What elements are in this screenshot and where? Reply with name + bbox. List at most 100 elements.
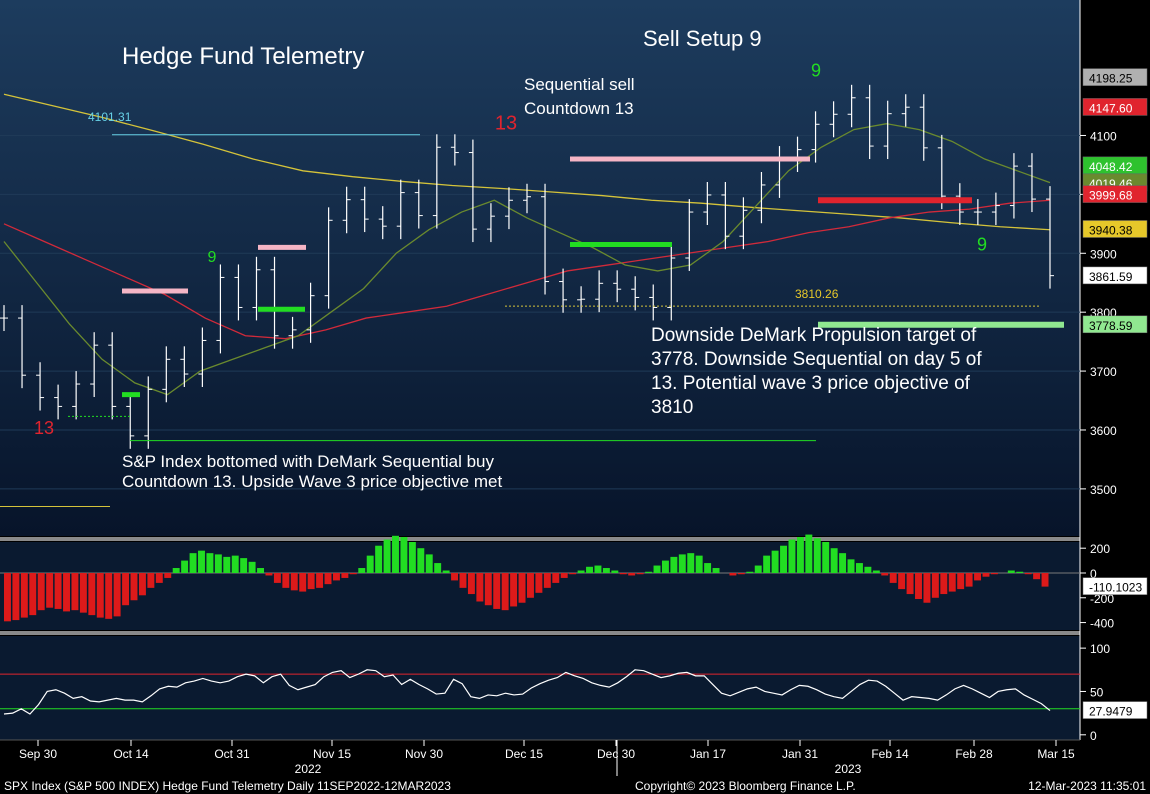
oscillator-bar: [248, 561, 256, 573]
oscillator-bar: [1007, 570, 1015, 573]
oscillator-bar: [493, 572, 501, 609]
oscillator-bar: [619, 572, 627, 575]
rsi-panel-bg: [0, 636, 1080, 740]
demark-count-13: 13: [34, 418, 54, 438]
rsi-label-box: [1082, 701, 1148, 719]
oscillator-axis-tick-label: -200: [1090, 592, 1114, 606]
oscillator-bar: [535, 572, 543, 593]
oscillator-bar: [1016, 571, 1024, 573]
oscillator-bar: [645, 571, 653, 573]
price-label-3861.59: 3861.59: [1089, 270, 1133, 284]
demark-count-9: 9: [811, 61, 821, 81]
oscillator-label-box: [1082, 577, 1148, 595]
oscillator-bar: [324, 572, 332, 585]
oscillator-bar: [653, 565, 661, 573]
oscillator-bar: [392, 535, 399, 573]
oscillator-bar: [611, 570, 619, 573]
oscillator-bar: [79, 572, 87, 613]
oscillator-bar: [915, 572, 922, 600]
oscillator-bar: [754, 565, 762, 573]
right-value-labels: 4198.254147.604048.424019.463999.683940.…: [1082, 68, 1148, 719]
annotation-downside-line2: 3778. Downside Sequential on day 5 of: [651, 349, 982, 370]
oscillator-bar: [434, 563, 442, 573]
demark-counts: 13 13 9 9 9: [34, 61, 987, 439]
oscillator-bar: [96, 572, 104, 618]
oscillator-bar: [957, 572, 965, 590]
oscillator-bar: [155, 572, 163, 583]
year-label-2023: 2023: [835, 762, 862, 776]
oscillator-bar: [408, 542, 416, 573]
oscillator-bar: [771, 550, 779, 573]
oscillator-bar: [864, 566, 872, 573]
oscillator-bar: [586, 566, 593, 573]
x-tick-label: Dec 30: [597, 747, 635, 761]
price-label-3940.38: 3940.38: [1089, 223, 1133, 237]
x-tick-label: Oct 14: [113, 747, 149, 761]
chart-subtitle: Sell Setup 9: [643, 26, 762, 51]
moving-average-line-3: [3, 123, 1051, 396]
oscillator-bar: [147, 572, 155, 588]
price-label-4147.60-box: [1082, 98, 1148, 116]
oscillator-label: -110.1023: [1089, 581, 1142, 595]
oscillator-bar: [670, 556, 678, 573]
oscillator-bar: [4, 572, 11, 622]
chart-title: Hedge Fund Telemetry: [122, 43, 364, 70]
oscillator-bar: [560, 572, 568, 578]
oscillator-bar: [46, 572, 54, 608]
level-label-3810: 3810.26: [795, 287, 839, 301]
oscillator-bar: [88, 572, 96, 616]
oscillator-bar: [451, 572, 459, 581]
annotation-downside-line1: Downside DeMark Propulsion target of: [651, 325, 977, 346]
annotation-downside-line4: 3810: [651, 397, 693, 418]
price-label-3999.68-box: [1082, 185, 1148, 203]
oscillator-bar: [105, 572, 113, 619]
year-label-2022: 2022: [295, 762, 322, 776]
oscillator-bar: [164, 572, 172, 578]
price-label-4198.25: 4198.25: [1089, 72, 1133, 86]
oscillator-bar: [569, 572, 577, 575]
demark-levels: [0, 134, 1064, 508]
price-label-4198.25-box: [1082, 68, 1148, 86]
oscillator-bar: [552, 572, 560, 583]
oscillator-bar: [594, 565, 602, 573]
oscillator-bar: [130, 572, 138, 601]
footer-center: Copyright© 2023 Bloomberg Finance L.P.: [635, 779, 856, 793]
oscillator-bar: [661, 560, 669, 573]
oscillator-bar: [695, 555, 703, 573]
oscillator-bar: [712, 568, 720, 573]
demark-count-9: 9: [977, 234, 987, 254]
oscillator-bar: [527, 572, 534, 598]
oscillator-bar: [780, 545, 787, 573]
oscillator-bar: [257, 568, 264, 573]
oscillator-bar: [830, 548, 838, 573]
oscillator-bar: [12, 572, 20, 621]
x-tick-label: Jan 31: [782, 747, 818, 761]
oscillator-bar: [223, 556, 231, 573]
oscillator-bar: [375, 545, 383, 573]
oscillator-bar: [788, 539, 796, 573]
oscillator-bar: [974, 572, 982, 581]
price-axis-tick-label: 3500: [1090, 483, 1117, 497]
price-axis-tick-label: 3700: [1090, 365, 1117, 379]
oscillator-bar: [231, 555, 239, 573]
oscillator-axis-tick-label: 0: [1090, 567, 1097, 581]
x-tick-label: Feb 14: [871, 747, 909, 761]
price-axis-tick-label: 3900: [1090, 247, 1117, 261]
oscillator-bar: [400, 537, 408, 573]
oscillator-bar: [822, 542, 830, 573]
oscillator-bar: [813, 538, 821, 573]
oscillator-bar: [872, 570, 880, 573]
annotation-countdown-13: Countdown 13: [524, 99, 634, 118]
oscillator-bar: [425, 554, 433, 573]
oscillator-bar: [341, 572, 349, 578]
oscillator-bar: [923, 572, 931, 603]
oscillator-bar: [577, 570, 585, 573]
oscillator-bar: [383, 539, 391, 573]
oscillator-bar: [1024, 572, 1032, 575]
x-tick-label: Sep 30: [19, 747, 57, 761]
oscillator-bar: [206, 553, 214, 573]
oscillator-bar: [543, 572, 551, 588]
oscillator-bar: [113, 572, 121, 617]
oscillator-axis-tick-label: 200: [1090, 542, 1110, 556]
oscillator-bar: [316, 572, 324, 588]
